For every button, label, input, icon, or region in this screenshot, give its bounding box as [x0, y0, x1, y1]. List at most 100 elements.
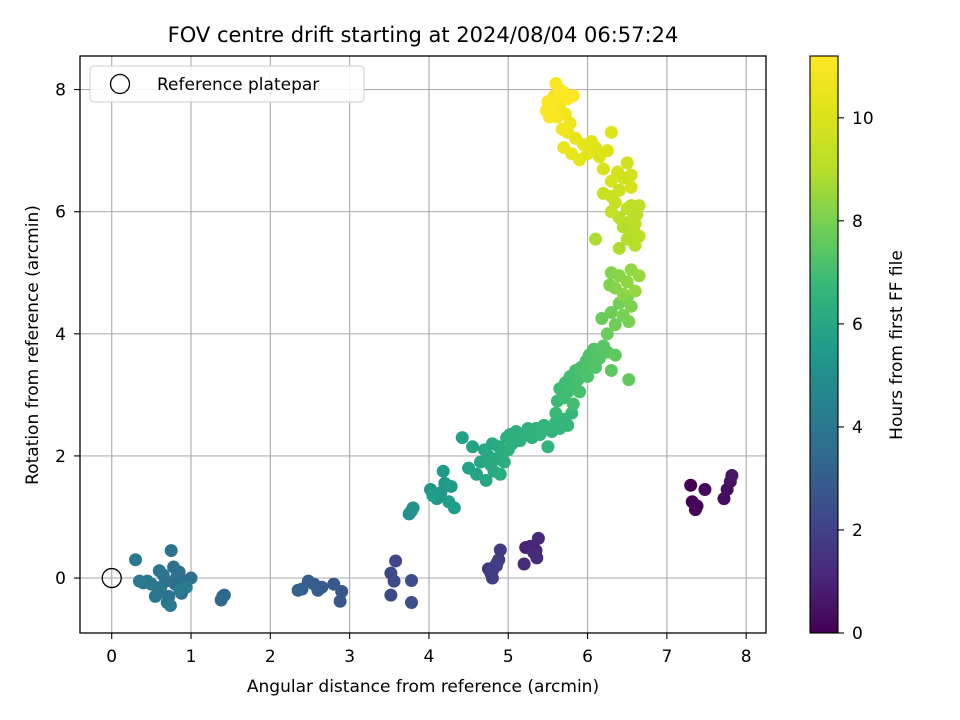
x-tick-label: 2 — [265, 647, 276, 667]
x-tick-label: 5 — [503, 647, 514, 667]
data-point — [466, 440, 480, 454]
data-point — [608, 318, 622, 332]
reference-marker — [101, 567, 122, 589]
data-point — [539, 104, 553, 118]
x-tick-label: 4 — [424, 647, 435, 667]
y-tick-label: 0 — [55, 569, 66, 589]
data-point — [688, 503, 702, 517]
data-point — [163, 599, 177, 613]
data-point — [608, 196, 622, 210]
legend-label: Reference platepar — [157, 75, 319, 95]
y-tick-label: 4 — [55, 325, 66, 345]
data-point — [604, 363, 618, 377]
x-axis-ticks: 0 1 2 3 4 5 6 7 8 — [106, 633, 752, 667]
data-point — [405, 573, 419, 587]
colorbar-tick-label: 6 — [852, 315, 863, 335]
data-point — [604, 174, 618, 188]
colorbar-tick-label: 0 — [852, 624, 863, 644]
data-point — [596, 186, 610, 200]
data-point — [632, 269, 646, 283]
data-point — [622, 315, 636, 329]
x-axis-label: Angular distance from reference (arcmin) — [247, 677, 599, 697]
data-point — [517, 557, 531, 571]
data-point — [581, 370, 595, 384]
data-point — [725, 468, 739, 482]
data-point — [479, 473, 493, 487]
data-point — [129, 553, 143, 567]
data-point — [179, 580, 193, 594]
colorbar-tick-label: 4 — [852, 418, 863, 438]
data-point — [541, 440, 555, 454]
data-point — [152, 564, 166, 578]
data-point — [611, 165, 625, 179]
data-point — [595, 312, 609, 326]
data-point — [490, 556, 504, 570]
data-point — [148, 589, 162, 603]
data-point — [596, 162, 610, 176]
data-point — [608, 348, 622, 362]
scatter-points — [129, 76, 739, 613]
data-point — [557, 141, 571, 155]
data-point — [604, 125, 618, 139]
data-point — [530, 551, 544, 565]
y-tick-label: 2 — [55, 447, 66, 467]
data-point — [485, 571, 499, 585]
x-tick-label: 7 — [661, 647, 672, 667]
x-tick-label: 0 — [106, 647, 117, 667]
data-point — [493, 467, 507, 481]
data-point — [291, 583, 305, 597]
data-point — [555, 122, 569, 136]
y-tick-label: 6 — [55, 203, 66, 223]
data-point — [612, 241, 626, 255]
y-axis-label: Rotation from reference (arcmin) — [23, 205, 43, 485]
data-point — [389, 554, 403, 568]
data-point — [497, 455, 511, 469]
legend-marker-icon — [109, 73, 131, 95]
data-point — [620, 156, 634, 170]
data-point — [333, 594, 347, 608]
plot-frame — [79, 55, 767, 634]
data-point — [624, 299, 638, 313]
data-point — [561, 418, 575, 432]
data-point — [632, 199, 646, 213]
data-point — [214, 593, 228, 607]
colorbar-label: Hours from first FF file — [887, 250, 907, 440]
data-point — [426, 489, 440, 503]
data-point — [604, 305, 618, 319]
data-point — [549, 406, 563, 420]
data-point — [566, 89, 580, 103]
data-point — [327, 577, 341, 591]
data-point — [444, 479, 458, 493]
data-point — [622, 373, 636, 387]
data-point — [628, 284, 642, 298]
data-point — [384, 588, 398, 602]
legend-box — [89, 65, 365, 103]
x-tick-label: 3 — [344, 647, 355, 667]
data-point — [620, 275, 634, 289]
data-point — [616, 287, 630, 301]
y-axis-ticks: 0 2 4 6 8 — [55, 81, 80, 589]
data-point — [588, 232, 602, 246]
legend: Reference platepar — [89, 65, 365, 103]
data-point — [628, 217, 642, 231]
data-point — [406, 501, 420, 515]
data-point — [624, 168, 638, 182]
data-point — [684, 478, 698, 492]
x-tick-label: 1 — [186, 647, 197, 667]
chart-title: FOV centre drift starting at 2024/08/04 … — [168, 23, 679, 47]
data-point — [387, 574, 401, 588]
colorbar — [809, 55, 839, 634]
data-point — [624, 180, 638, 194]
colorbar-tick-label: 10 — [852, 109, 874, 129]
data-point — [612, 183, 626, 197]
colorbar-ticks: 0 2 4 6 8 10 — [838, 109, 874, 644]
data-point — [493, 543, 507, 557]
colorbar-tick-label: 2 — [852, 521, 863, 541]
data-point — [442, 495, 456, 509]
data-point — [436, 464, 450, 478]
data-point — [405, 595, 419, 609]
y-tick-label: 8 — [55, 81, 66, 101]
data-point — [132, 574, 146, 588]
data-point — [600, 327, 614, 341]
grid-lines — [80, 56, 766, 633]
